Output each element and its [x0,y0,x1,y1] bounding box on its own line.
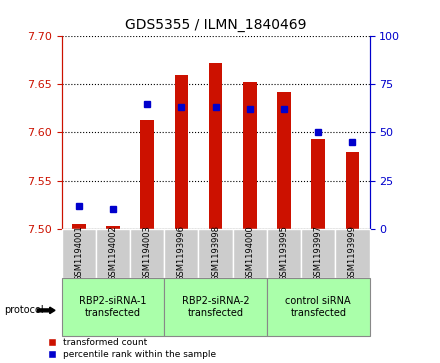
Bar [164,229,198,278]
Bar [62,229,96,278]
Bar [346,152,359,229]
Bar [140,120,154,229]
Text: RBP2-siRNA-1
transfected: RBP2-siRNA-1 transfected [79,296,147,318]
Text: GSM1193997: GSM1193997 [314,225,323,281]
Text: GSM1194000: GSM1194000 [246,225,254,281]
Bar [335,229,370,278]
Text: control siRNA
transfected: control siRNA transfected [286,296,351,318]
Text: GSM1194002: GSM1194002 [108,225,117,281]
Bar [301,229,335,278]
Bar [312,139,325,229]
Text: GSM1193999: GSM1193999 [348,225,357,281]
Text: RBP2-siRNA-2
transfected: RBP2-siRNA-2 transfected [182,296,249,318]
Bar [130,229,164,278]
Bar [267,278,370,336]
Bar [62,278,164,336]
Bar [243,82,257,229]
Title: GDS5355 / ILMN_1840469: GDS5355 / ILMN_1840469 [125,19,306,33]
Bar [175,75,188,229]
Text: GSM1193996: GSM1193996 [177,225,186,281]
Text: protocol: protocol [4,305,44,315]
Bar [233,229,267,278]
Bar [72,224,85,229]
Text: GSM1193998: GSM1193998 [211,225,220,281]
Text: GSM1194003: GSM1194003 [143,225,152,281]
Bar [164,278,267,336]
Bar [106,226,120,229]
Legend: transformed count, percentile rank within the sample: transformed count, percentile rank withi… [48,338,216,359]
Bar [267,229,301,278]
Bar [198,229,233,278]
Bar [277,92,291,229]
Text: GSM1194001: GSM1194001 [74,225,83,281]
Bar [209,63,223,229]
Text: GSM1193995: GSM1193995 [279,225,289,281]
Bar [96,229,130,278]
